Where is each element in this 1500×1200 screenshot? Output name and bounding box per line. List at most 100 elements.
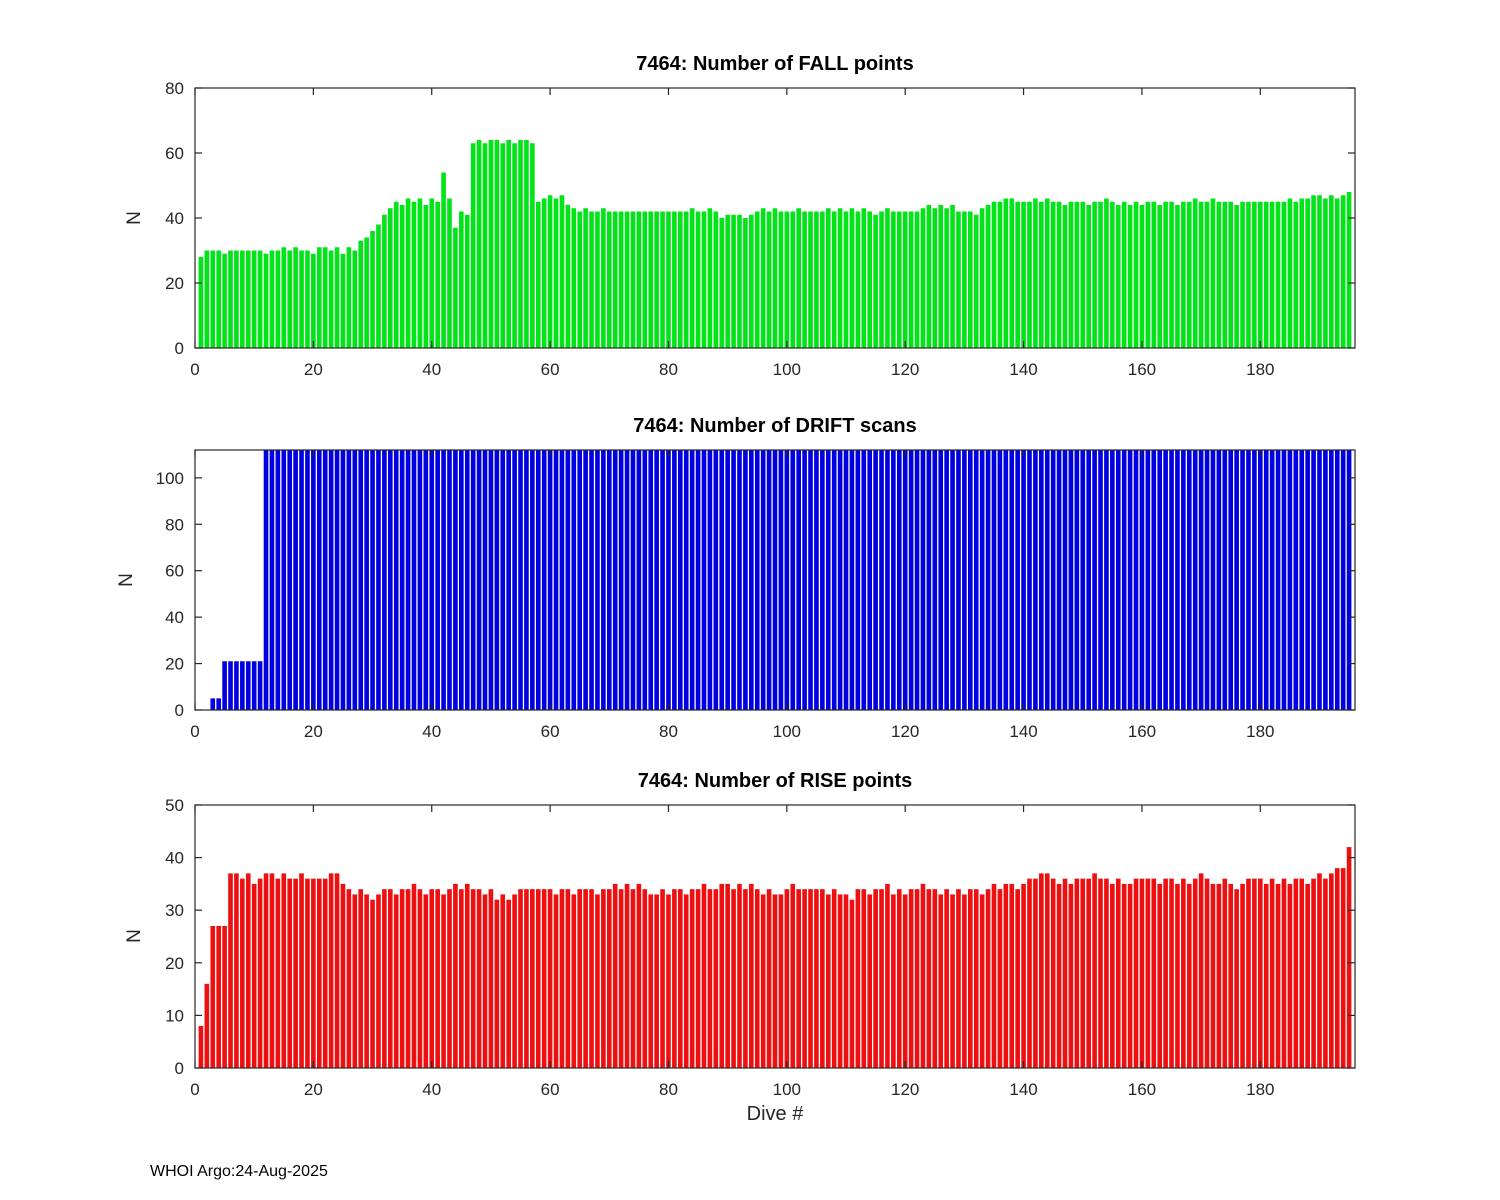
bar <box>370 899 375 1068</box>
bar <box>423 450 429 710</box>
bar <box>808 211 813 348</box>
bar <box>666 450 671 710</box>
bar <box>565 450 571 710</box>
bar <box>624 883 630 1068</box>
bar <box>1305 450 1310 710</box>
x-tick-label: 140 <box>1009 1080 1037 1099</box>
bar <box>843 211 849 348</box>
x-tick-label: 120 <box>891 1080 919 1099</box>
bar <box>1198 450 1204 710</box>
bar <box>719 218 725 348</box>
bar <box>790 883 796 1068</box>
bar <box>494 899 500 1068</box>
bar <box>245 873 251 1068</box>
bar <box>606 450 612 710</box>
bar <box>624 450 630 710</box>
bar <box>447 450 452 710</box>
bar <box>1275 450 1281 710</box>
bar <box>376 894 381 1068</box>
bar <box>1222 878 1228 1068</box>
bar <box>1092 873 1097 1068</box>
bar <box>601 208 606 348</box>
bar <box>796 208 801 348</box>
bar <box>678 211 683 348</box>
rise-chart-title: 7464: Number of RISE points <box>638 770 913 792</box>
axes-box <box>194 449 1356 711</box>
bar <box>1151 201 1157 348</box>
bar <box>518 889 523 1068</box>
y-tick-label: 10 <box>165 1006 184 1025</box>
bar <box>1163 450 1168 710</box>
bar <box>1186 883 1192 1068</box>
bar <box>547 450 553 710</box>
bar <box>334 247 340 348</box>
bar <box>364 894 369 1068</box>
bar <box>358 889 364 1068</box>
bar <box>1068 450 1074 710</box>
bar <box>1340 450 1346 710</box>
bar <box>956 211 961 348</box>
bar <box>695 211 701 348</box>
bar <box>636 450 642 710</box>
bar <box>1334 868 1340 1068</box>
bar <box>1317 873 1322 1068</box>
bar <box>932 889 938 1068</box>
bar <box>1346 847 1352 1068</box>
bar <box>228 873 233 1068</box>
bar <box>962 211 967 348</box>
bar <box>316 450 322 710</box>
bar <box>678 450 683 710</box>
bar <box>583 889 588 1068</box>
bar <box>1281 878 1287 1068</box>
bar <box>234 873 239 1068</box>
bar <box>737 883 742 1068</box>
bar <box>1175 450 1180 710</box>
bar <box>399 889 405 1068</box>
bar <box>1086 450 1091 710</box>
bar <box>299 450 304 710</box>
bar <box>1258 450 1263 710</box>
bar <box>405 450 411 710</box>
bar <box>1317 195 1322 348</box>
bar <box>1323 878 1328 1068</box>
bar <box>725 883 730 1068</box>
bar <box>441 172 446 348</box>
bar <box>1258 878 1263 1068</box>
bar <box>500 143 506 348</box>
bar <box>1056 883 1062 1068</box>
bar <box>299 873 304 1068</box>
bar <box>216 925 221 1068</box>
bar <box>1121 450 1127 710</box>
bar <box>240 878 245 1068</box>
bar <box>1275 201 1281 348</box>
bar <box>1039 201 1044 348</box>
bar <box>612 450 618 710</box>
bar <box>1263 450 1269 710</box>
bar <box>305 450 310 710</box>
bar <box>228 250 233 348</box>
bar <box>470 889 476 1068</box>
bar <box>790 211 796 348</box>
bar <box>885 450 890 710</box>
bar <box>482 450 488 710</box>
bar <box>541 198 547 348</box>
bar <box>589 450 594 710</box>
bar <box>1234 450 1239 710</box>
bar <box>962 450 967 710</box>
bar <box>269 450 275 710</box>
bar <box>459 450 464 710</box>
bar <box>441 894 446 1068</box>
bar <box>382 450 387 710</box>
bar <box>1121 883 1127 1068</box>
bar <box>843 450 849 710</box>
bar <box>352 250 358 348</box>
bar <box>447 889 452 1068</box>
bar <box>559 889 565 1068</box>
drift-chart-title: 7464: Number of DRIFT scans <box>633 415 916 437</box>
bar <box>1157 205 1163 348</box>
bar <box>1098 878 1103 1068</box>
x-tick-label: 60 <box>541 722 560 741</box>
bar <box>1240 450 1245 710</box>
bar <box>932 450 938 710</box>
